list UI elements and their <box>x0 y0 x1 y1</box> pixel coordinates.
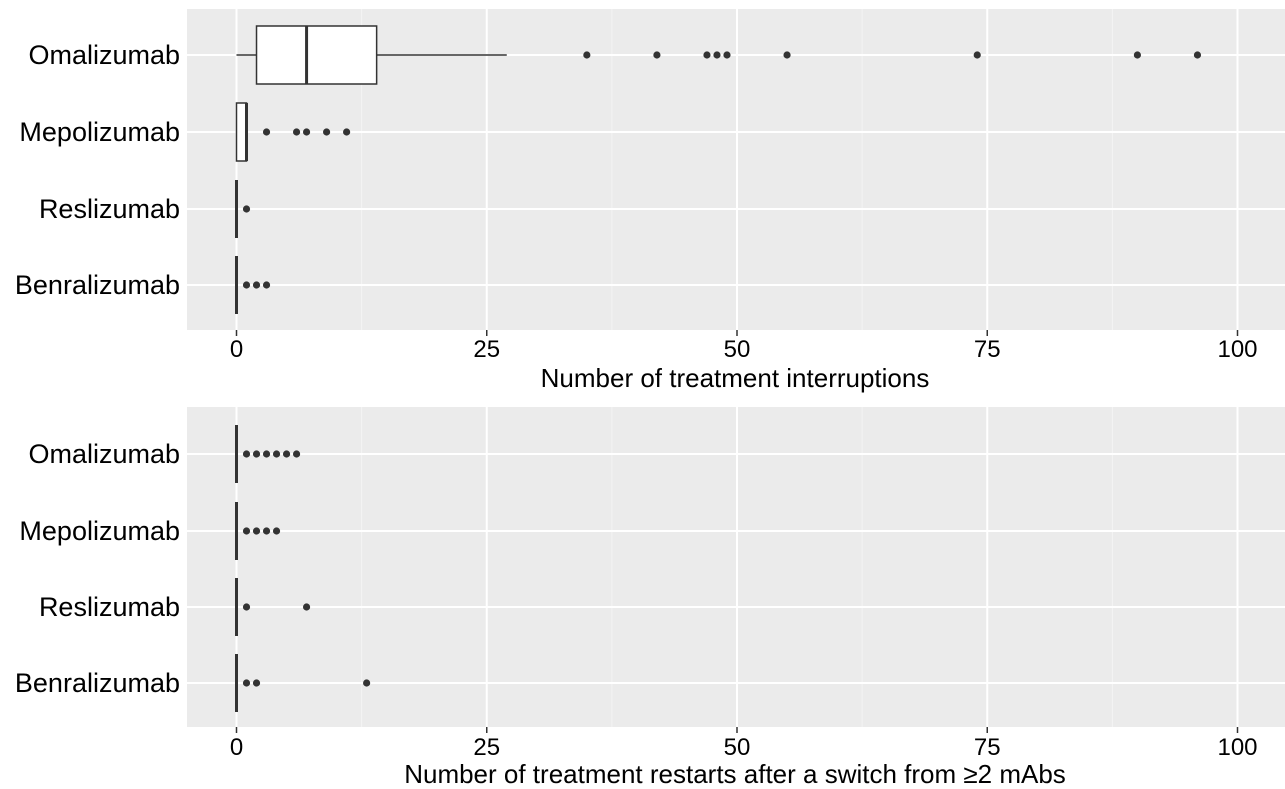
outlier-point <box>282 450 291 458</box>
boxplot-mepolizumab <box>235 102 351 162</box>
outlier-point <box>252 679 261 687</box>
outlier-point <box>262 281 271 289</box>
outlier-point <box>713 51 721 59</box>
y-category-label: Omalizumab <box>28 40 180 70</box>
outlier-point <box>242 527 251 535</box>
boxplot-mepolizumab <box>235 502 281 560</box>
outlier-point <box>973 51 981 59</box>
outlier-point <box>583 51 591 59</box>
outlier-point <box>1193 51 1202 59</box>
y-category-label: Benralizumab <box>15 270 180 300</box>
x-tick-label: 50 <box>724 734 751 761</box>
outlier-point <box>302 603 311 611</box>
outlier-point <box>242 450 251 458</box>
outlier-point <box>1133 51 1141 59</box>
outlier-point <box>262 128 271 136</box>
x-tick-label: 25 <box>473 734 500 761</box>
y-category-label: Omalizumab <box>28 439 180 469</box>
outlier-point <box>343 128 351 136</box>
x-tick-label: 0 <box>230 734 243 761</box>
x-tick-label: 0 <box>230 336 243 363</box>
boxplot-reslizumab <box>235 578 311 636</box>
outlier-point <box>252 450 261 458</box>
x-tick-label: 75 <box>974 336 1001 363</box>
outlier-point <box>252 527 261 535</box>
boxplot-omalizumab <box>236 25 1202 85</box>
outlier-point <box>272 450 281 458</box>
x-tick-label: 25 <box>473 336 500 363</box>
y-category-label: Mepolizumab <box>19 516 180 546</box>
y-category-label: Reslizumab <box>39 592 180 622</box>
boxplot-reslizumab <box>235 180 251 238</box>
box-iqr <box>255 25 378 85</box>
bottom-boxplot-panel: 0 25 50 75 100 Omalizumab Mepolizumab Reslizuma… <box>15 407 1285 789</box>
outlier-point <box>262 450 271 458</box>
outlier-point <box>292 450 301 458</box>
outlier-point <box>242 603 251 611</box>
x-tick-label: 50 <box>724 336 751 363</box>
outlier-point <box>242 205 251 213</box>
outlier-point <box>262 527 271 535</box>
x-tick-label: 75 <box>974 734 1001 761</box>
x-tick-label: 100 <box>1217 336 1257 363</box>
boxplot-benralizumab <box>235 256 271 314</box>
x-axis-title: Number of treatment interruptions <box>541 363 930 393</box>
outlier-point <box>252 281 261 289</box>
outlier-point <box>363 679 371 687</box>
outlier-point <box>242 281 251 289</box>
box-iqr <box>235 102 248 162</box>
outlier-point <box>302 128 311 136</box>
x-axis-title: Number of treatment restarts after a swi… <box>404 759 1066 789</box>
boxplot-benralizumab <box>235 654 371 712</box>
outlier-point <box>292 128 301 136</box>
boxplot-omalizumab <box>235 425 301 483</box>
outlier-point <box>783 51 791 59</box>
outlier-point <box>703 51 711 59</box>
top-boxplot-panel: 0 25 50 75 100 Omalizumab Mepolizumab Reslizuma… <box>15 9 1285 393</box>
outlier-point <box>322 128 331 136</box>
y-category-label: Benralizumab <box>15 668 180 698</box>
outlier-point <box>242 679 251 687</box>
x-tick-label: 100 <box>1217 734 1257 761</box>
y-category-label: Reslizumab <box>39 194 180 224</box>
outlier-point <box>653 51 661 59</box>
y-category-label: Mepolizumab <box>19 117 180 147</box>
outlier-point <box>723 51 731 59</box>
outlier-point <box>272 527 281 535</box>
